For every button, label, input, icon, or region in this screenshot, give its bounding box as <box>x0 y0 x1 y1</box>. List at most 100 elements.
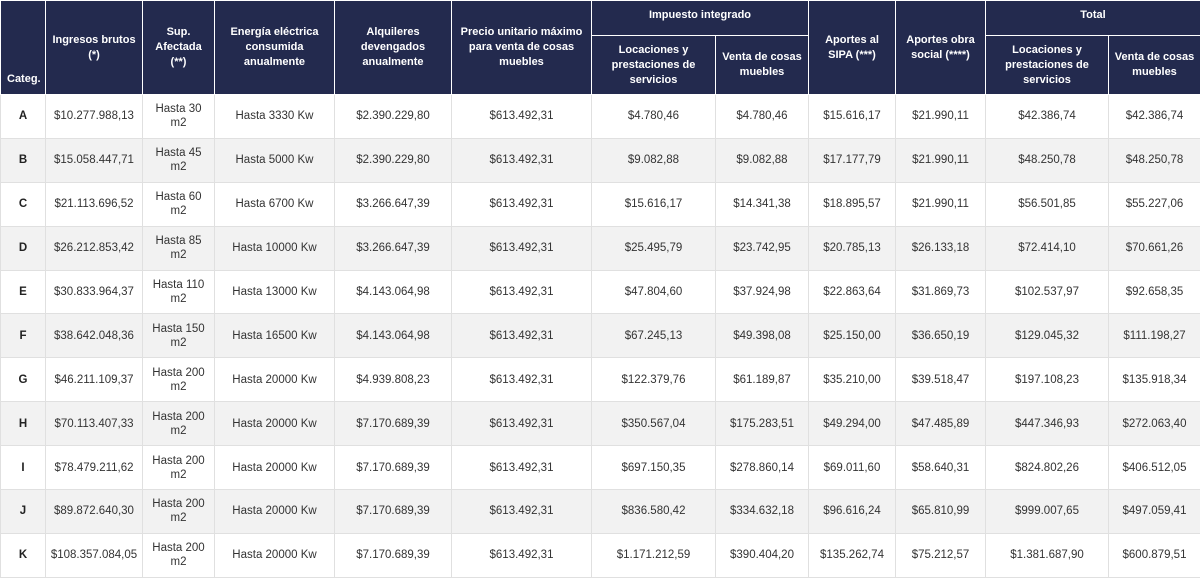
category-cell: A <box>1 95 46 139</box>
obra-social-cell: $21.990,11 <box>896 95 986 139</box>
superficie-cell: Hasta 30 m2 <box>143 95 215 139</box>
total-locaciones-cell: $999.007,65 <box>986 490 1109 534</box>
total-locaciones-cell: $72.414,10 <box>986 226 1109 270</box>
sipa-cell: $69.011,60 <box>809 446 896 490</box>
precio-cell: $613.492,31 <box>452 358 592 402</box>
sipa-cell: $20.785,13 <box>809 226 896 270</box>
impuesto-venta-cell: $390.404,20 <box>716 533 809 577</box>
ingresos-cell: $108.357.084,05 <box>46 533 143 577</box>
energia-cell: Hasta 20000 Kw <box>215 490 335 534</box>
energia-cell: Hasta 6700 Kw <box>215 182 335 226</box>
alquileres-cell: $3.266.647,39 <box>335 182 452 226</box>
header-total-locaciones: Locaciones y prestaciones de servicios <box>986 36 1109 95</box>
total-locaciones-cell: $56.501,85 <box>986 182 1109 226</box>
energia-cell: Hasta 20000 Kw <box>215 402 335 446</box>
total-venta-cell: $600.879,51 <box>1109 533 1200 577</box>
ingresos-cell: $10.277.988,13 <box>46 95 143 139</box>
superficie-cell: Hasta 45 m2 <box>143 138 215 182</box>
category-cell: K <box>1 533 46 577</box>
obra-social-cell: $21.990,11 <box>896 182 986 226</box>
total-venta-cell: $135.918,34 <box>1109 358 1200 402</box>
energia-cell: Hasta 20000 Kw <box>215 446 335 490</box>
category-cell: F <box>1 314 46 358</box>
impuesto-venta-cell: $278.860,14 <box>716 446 809 490</box>
sipa-cell: $96.616,24 <box>809 490 896 534</box>
header-total-venta: Venta de cosas muebles <box>1109 36 1200 95</box>
impuesto-locaciones-cell: $836.580,42 <box>592 490 716 534</box>
energia-cell: Hasta 16500 Kw <box>215 314 335 358</box>
header-alquileres: Alquileres devengados anualmente <box>335 1 452 95</box>
impuesto-locaciones-cell: $122.379,76 <box>592 358 716 402</box>
category-cell: G <box>1 358 46 402</box>
category-cell: H <box>1 402 46 446</box>
precio-cell: $613.492,31 <box>452 490 592 534</box>
superficie-cell: Hasta 200 m2 <box>143 446 215 490</box>
energia-cell: Hasta 20000 Kw <box>215 358 335 402</box>
alquileres-cell: $4.143.064,98 <box>335 270 452 314</box>
total-venta-cell: $272.063,40 <box>1109 402 1200 446</box>
total-venta-cell: $111.198,27 <box>1109 314 1200 358</box>
alquileres-cell: $7.170.689,39 <box>335 490 452 534</box>
ingresos-cell: $89.872.640,30 <box>46 490 143 534</box>
impuesto-venta-cell: $23.742,95 <box>716 226 809 270</box>
header-aportes-obra-social: Aportes obra social (****) <box>896 1 986 95</box>
energia-cell: Hasta 13000 Kw <box>215 270 335 314</box>
impuesto-locaciones-cell: $9.082,88 <box>592 138 716 182</box>
header-aportes-sipa: Aportes al SIPA (***) <box>809 1 896 95</box>
impuesto-venta-cell: $9.082,88 <box>716 138 809 182</box>
superficie-cell: Hasta 110 m2 <box>143 270 215 314</box>
superficie-cell: Hasta 200 m2 <box>143 402 215 446</box>
category-cell: J <box>1 490 46 534</box>
precio-cell: $613.492,31 <box>452 314 592 358</box>
header-superficie-afectada: Sup. Afectada (**) <box>143 1 215 95</box>
energia-cell: Hasta 3330 Kw <box>215 95 335 139</box>
superficie-cell: Hasta 200 m2 <box>143 358 215 402</box>
impuesto-locaciones-cell: $4.780,46 <box>592 95 716 139</box>
precio-cell: $613.492,31 <box>452 226 592 270</box>
sipa-cell: $17.177,79 <box>809 138 896 182</box>
header-impuesto-venta: Venta de cosas muebles <box>716 36 809 95</box>
impuesto-locaciones-cell: $67.245,13 <box>592 314 716 358</box>
header-categ: Categ. <box>1 1 46 95</box>
category-cell: C <box>1 182 46 226</box>
precio-cell: $613.492,31 <box>452 95 592 139</box>
impuesto-locaciones-cell: $25.495,79 <box>592 226 716 270</box>
ingresos-cell: $15.058.447,71 <box>46 138 143 182</box>
total-locaciones-cell: $102.537,97 <box>986 270 1109 314</box>
total-locaciones-cell: $1.381.687,90 <box>986 533 1109 577</box>
sipa-cell: $25.150,00 <box>809 314 896 358</box>
energia-cell: Hasta 20000 Kw <box>215 533 335 577</box>
alquileres-cell: $2.390.229,80 <box>335 95 452 139</box>
obra-social-cell: $39.518,47 <box>896 358 986 402</box>
alquileres-cell: $4.939.808,23 <box>335 358 452 402</box>
impuesto-venta-cell: $4.780,46 <box>716 95 809 139</box>
total-venta-cell: $406.512,05 <box>1109 446 1200 490</box>
impuesto-locaciones-cell: $350.567,04 <box>592 402 716 446</box>
energia-cell: Hasta 10000 Kw <box>215 226 335 270</box>
impuesto-venta-cell: $334.632,18 <box>716 490 809 534</box>
impuesto-locaciones-cell: $1.171.212,59 <box>592 533 716 577</box>
total-locaciones-cell: $447.346,93 <box>986 402 1109 446</box>
obra-social-cell: $21.990,11 <box>896 138 986 182</box>
impuesto-venta-cell: $37.924,98 <box>716 270 809 314</box>
impuesto-locaciones-cell: $47.804,60 <box>592 270 716 314</box>
superficie-cell: Hasta 150 m2 <box>143 314 215 358</box>
obra-social-cell: $26.133,18 <box>896 226 986 270</box>
impuesto-venta-cell: $49.398,08 <box>716 314 809 358</box>
category-cell: E <box>1 270 46 314</box>
total-venta-cell: $70.661,26 <box>1109 226 1200 270</box>
sipa-cell: $35.210,00 <box>809 358 896 402</box>
total-locaciones-cell: $824.802,26 <box>986 446 1109 490</box>
header-impuesto-integrado: Impuesto integrado <box>592 1 809 36</box>
header-impuesto-locaciones: Locaciones y prestaciones de servicios <box>592 36 716 95</box>
total-venta-cell: $55.227,06 <box>1109 182 1200 226</box>
